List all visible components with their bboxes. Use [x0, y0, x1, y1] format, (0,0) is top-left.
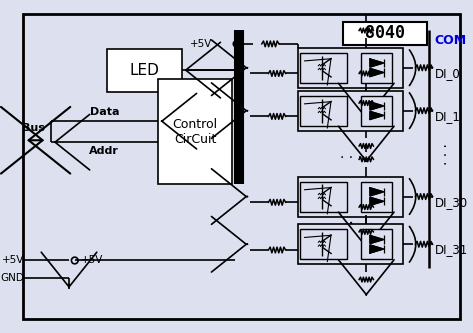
- Text: Control
CirCuit: Control CirCuit: [173, 118, 218, 146]
- Text: DI_1: DI_1: [435, 110, 460, 123]
- Bar: [361, 53, 393, 83]
- Text: 8040: 8040: [365, 24, 405, 42]
- Text: DI_31: DI_31: [435, 243, 468, 256]
- Polygon shape: [370, 111, 384, 120]
- Bar: [235, 30, 243, 184]
- Bar: [298, 224, 403, 264]
- Text: +5V: +5V: [190, 39, 212, 49]
- Text: Bus: Bus: [22, 123, 45, 133]
- Bar: [107, 49, 182, 92]
- Bar: [158, 79, 232, 184]
- Bar: [300, 181, 347, 211]
- Circle shape: [233, 41, 239, 47]
- Text: GND: GND: [0, 273, 24, 283]
- Polygon shape: [370, 245, 384, 253]
- Bar: [361, 181, 393, 211]
- Text: DI_30: DI_30: [435, 196, 468, 209]
- Bar: [300, 96, 347, 126]
- Bar: [300, 53, 347, 83]
- Bar: [298, 176, 403, 216]
- Polygon shape: [370, 188, 384, 196]
- Polygon shape: [370, 59, 384, 67]
- Text: Addr: Addr: [89, 146, 119, 156]
- Bar: [298, 48, 403, 88]
- Bar: [298, 91, 403, 131]
- Polygon shape: [370, 197, 384, 205]
- Bar: [300, 229, 347, 259]
- Text: COM: COM: [435, 34, 466, 47]
- Text: DI_0: DI_0: [435, 67, 460, 80]
- Bar: [361, 96, 393, 126]
- Text: +5V: +5V: [81, 255, 104, 265]
- Polygon shape: [370, 102, 384, 110]
- Text: .: .: [347, 209, 354, 228]
- Text: Data: Data: [89, 107, 119, 117]
- Bar: [343, 22, 427, 45]
- Text: . . .: . . .: [340, 147, 361, 161]
- Text: . . .: . . .: [436, 143, 450, 165]
- Text: LED: LED: [130, 63, 159, 78]
- Polygon shape: [370, 235, 384, 244]
- Polygon shape: [370, 68, 384, 77]
- Text: +5V: +5V: [2, 255, 24, 265]
- Bar: [361, 229, 393, 259]
